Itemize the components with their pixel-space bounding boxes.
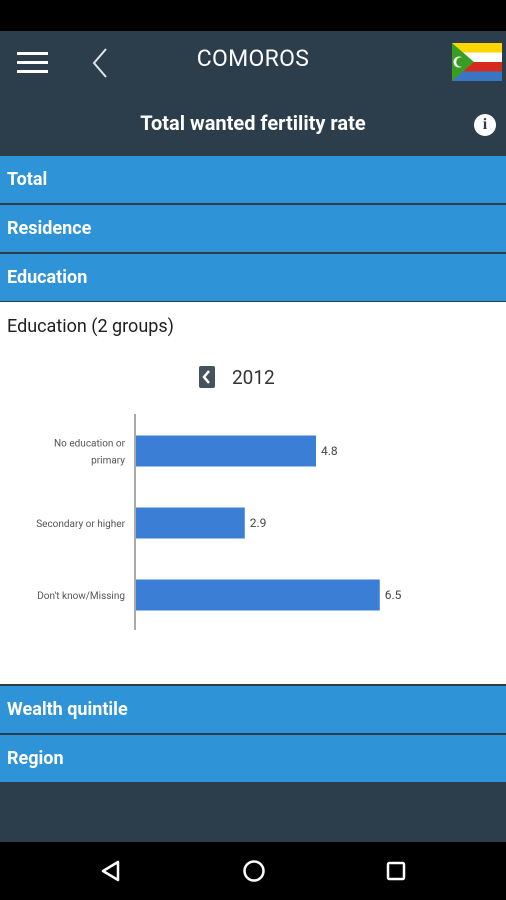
section-region[interactable]: Region: [0, 735, 506, 782]
bar-value-label: 2.9: [250, 516, 267, 530]
app-bar: COMOROS Total wanted fertility rate i: [0, 31, 506, 155]
chart-bar[interactable]: [136, 507, 245, 539]
year-label: 2012: [232, 366, 275, 389]
education-panel: Education (2 groups) 2012 4.8 No educatio…: [0, 302, 506, 684]
bar-value-label: 6.5: [385, 588, 402, 602]
chart-bar[interactable]: [136, 579, 380, 611]
group-title: Education (2 groups): [7, 316, 174, 337]
home-circle-icon[interactable]: [238, 855, 270, 887]
bar-value-label: 4.8: [321, 444, 338, 458]
info-icon[interactable]: i: [474, 114, 496, 136]
bar-chart: 4.8 No education or primary 2.9 Secondary or…: [36, 414, 402, 630]
country-title: COMOROS: [196, 45, 310, 72]
back-triangle-icon[interactable]: [96, 855, 128, 887]
section-total[interactable]: Total: [0, 156, 506, 203]
category-label: Secondary or higher: [36, 519, 125, 530]
menu-icon[interactable]: [14, 49, 52, 77]
recents-square-icon[interactable]: [380, 855, 412, 887]
comoros-flag-icon[interactable]: [452, 43, 502, 81]
category-label: Don't know/Missing: [37, 591, 125, 602]
chevron-left-icon: [202, 370, 210, 384]
indicator-title: Total wanted fertility rate: [140, 111, 366, 135]
navigation-bar: [0, 842, 506, 900]
section-wealth-quintile[interactable]: Wealth quintile: [0, 686, 506, 733]
back-chevron-icon[interactable]: [86, 45, 116, 81]
section-residence[interactable]: Residence: [0, 205, 506, 252]
category-label: No education or: [54, 439, 126, 450]
chart-bar[interactable]: [136, 435, 316, 467]
status-bar: [0, 0, 506, 31]
section-education[interactable]: Education: [0, 254, 506, 301]
previous-year-button[interactable]: [199, 366, 215, 388]
category-label: primary: [91, 456, 125, 467]
